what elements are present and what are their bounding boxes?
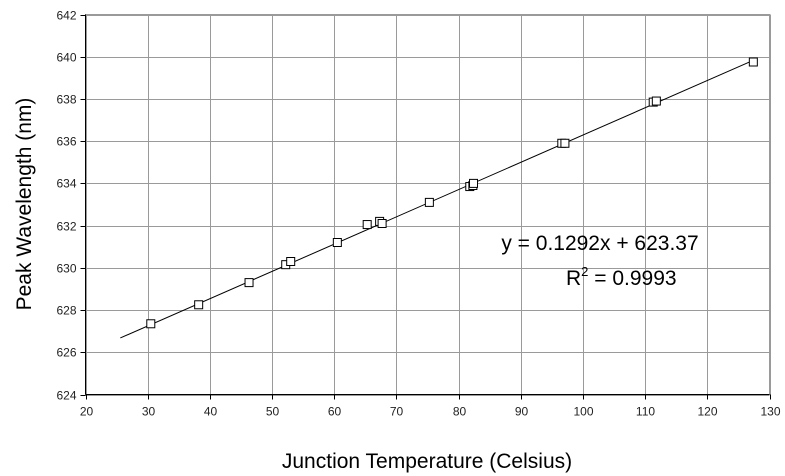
data-point <box>286 257 296 266</box>
x-tick-label: 60 <box>328 405 342 419</box>
x-tick-label: 120 <box>697 405 717 419</box>
data-point <box>424 197 434 207</box>
r-squared-prefix: R <box>566 267 581 290</box>
x-tick-label: 20 <box>80 405 94 419</box>
data-point <box>194 300 204 310</box>
x-tick-label: 50 <box>266 405 280 419</box>
y-tick-label: 630 <box>56 262 76 276</box>
x-tick-label: 100 <box>573 405 593 419</box>
y-tick-label: 642 <box>56 9 76 23</box>
data-point <box>332 238 342 247</box>
data-point <box>560 138 570 148</box>
x-tick-label: 90 <box>515 405 529 419</box>
axes <box>80 14 771 400</box>
r-squared-superscript: 2 <box>581 264 588 279</box>
y-tick-label: 632 <box>56 220 76 234</box>
x-tick-label: 40 <box>204 405 218 419</box>
data-point <box>651 96 661 106</box>
x-tick-label: 70 <box>390 405 404 419</box>
x-tick-label: 110 <box>636 405 655 419</box>
r-squared-label: R2 = 0.9993 <box>566 264 677 290</box>
y-tick-label: 624 <box>56 389 76 403</box>
y-tick-label: 638 <box>56 93 76 107</box>
grid-lines <box>85 14 771 396</box>
data-point <box>362 220 372 230</box>
y-tick-label: 634 <box>56 177 76 191</box>
data-point <box>377 219 387 228</box>
trendline <box>120 59 754 339</box>
x-axis-title: Junction Temperature (Celsius) <box>282 450 572 473</box>
y-axis-title: Peak Wavelength (nm) <box>13 98 36 311</box>
y-tick-label: 640 <box>56 51 76 65</box>
data-point <box>146 319 156 329</box>
data-points <box>146 57 758 329</box>
trendline-group <box>120 59 754 339</box>
x-tick-label: 30 <box>142 405 156 419</box>
trendline-equation: y = 0.1292x + 623.37 <box>501 232 698 255</box>
data-point <box>244 278 254 288</box>
r-squared-value: = 0.9993 <box>588 267 676 290</box>
tick-labels: 20 30 40 50 60 70 80 90 100 110 120 130 624 626 628 630… <box>56 9 780 419</box>
y-tick-label: 626 <box>56 346 76 360</box>
y-tick-label: 628 <box>56 304 76 318</box>
data-point <box>748 57 758 67</box>
data-point <box>469 178 479 188</box>
x-tick-label: 80 <box>453 405 467 419</box>
x-tick-label: 130 <box>760 405 780 419</box>
y-tick-label: 636 <box>56 135 76 149</box>
